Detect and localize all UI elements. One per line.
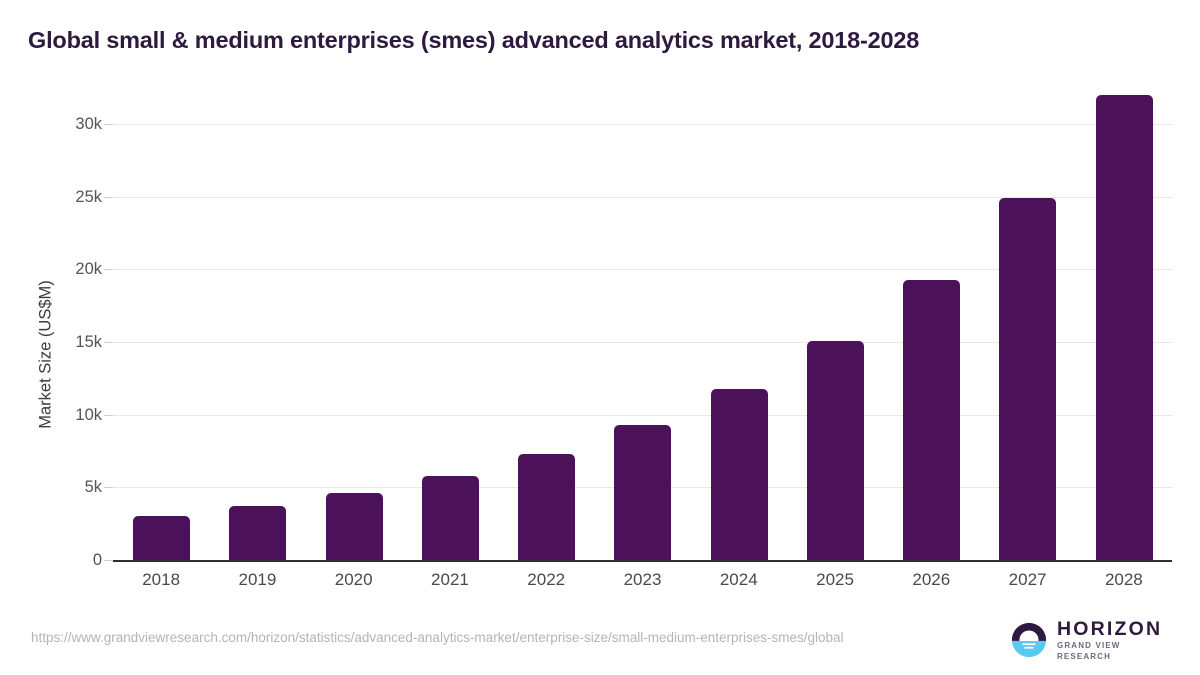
- y-tick-mark: [104, 269, 113, 271]
- gridline: [113, 342, 1172, 344]
- y-tick-label: 30k: [75, 115, 102, 134]
- x-tick-label-2024: 2024: [719, 570, 758, 589]
- bar-2019[interactable]: [229, 506, 287, 560]
- bar-2018[interactable]: [133, 516, 190, 560]
- x-axis-line: [113, 560, 1172, 562]
- x-tick-label-2018: 2018: [142, 570, 181, 589]
- logo-subtitle: GRAND VIEW RESEARCH: [1057, 640, 1121, 661]
- bar-2022[interactable]: [518, 453, 576, 560]
- x-tick-label-2026: 2026: [912, 570, 951, 589]
- bar-2023[interactable]: [614, 424, 672, 560]
- bar-slot: [691, 95, 787, 560]
- gridline: [113, 414, 1172, 416]
- gridline: [113, 196, 1172, 198]
- bar-2026[interactable]: [903, 279, 961, 560]
- x-tick-label-2025: 2025: [816, 570, 854, 589]
- logo-wordmark: HORIZON GRAND VIEW RESEARCH: [1057, 617, 1163, 662]
- x-tick-label-2022: 2022: [527, 570, 566, 589]
- x-tick-label-2019: 2019: [238, 570, 277, 589]
- bar-series: [113, 95, 1172, 560]
- logo-word: HORIZON: [1057, 617, 1163, 640]
- bar-2021[interactable]: [421, 475, 479, 560]
- y-tick-label: 15k: [75, 333, 102, 352]
- x-tick-label-2027: 2027: [1008, 570, 1047, 589]
- bar-2027[interactable]: [999, 198, 1057, 560]
- y-tick-mark: [104, 124, 113, 126]
- bar-2028[interactable]: [1095, 95, 1153, 560]
- bar-slot: [787, 95, 883, 560]
- x-tick-label-2028: 2028: [1104, 570, 1143, 589]
- bar-slot: [209, 95, 305, 560]
- bar-2020[interactable]: [325, 493, 383, 560]
- y-tick-mark: [104, 560, 113, 561]
- y-axis-title: Market Size (US$M): [36, 280, 55, 429]
- y-tick-mark: [104, 196, 113, 198]
- x-tick-label-2020: 2020: [334, 570, 373, 589]
- y-tick-label: 20k: [75, 260, 102, 279]
- x-tick-label-2021: 2021: [431, 570, 469, 589]
- gridline: [113, 124, 1172, 126]
- y-tick-label: 5k: [84, 478, 102, 497]
- y-tick-label: 0: [92, 551, 102, 569]
- bar-slot: [306, 95, 402, 560]
- source-url[interactable]: https://www.grandviewresearch.com/horizo…: [31, 630, 844, 645]
- y-tick-label: 10k: [75, 405, 102, 424]
- page-title: Global small & medium enterprises (smes)…: [28, 27, 920, 53]
- bar-slot: [979, 95, 1075, 560]
- bar-slot: [594, 95, 690, 560]
- bar-slot: [1076, 95, 1172, 560]
- gridline: [113, 269, 1172, 271]
- y-tick-mark: [104, 342, 113, 344]
- y-tick-mark: [104, 414, 113, 416]
- bar-slot: [113, 95, 209, 560]
- y-tick-mark: [104, 487, 113, 489]
- bar-2025[interactable]: [806, 340, 864, 560]
- bar-2024[interactable]: [710, 388, 768, 560]
- y-tick-label: 25k: [75, 187, 102, 206]
- horizon-sun-icon: [1011, 622, 1047, 658]
- horizon-logo: HORIZON GRAND VIEW RESEARCH: [1010, 618, 1162, 662]
- bar-slot: [402, 95, 498, 560]
- bar-slot: [498, 95, 594, 560]
- x-tick-label-2023: 2023: [623, 570, 662, 589]
- bar-slot: [883, 95, 979, 560]
